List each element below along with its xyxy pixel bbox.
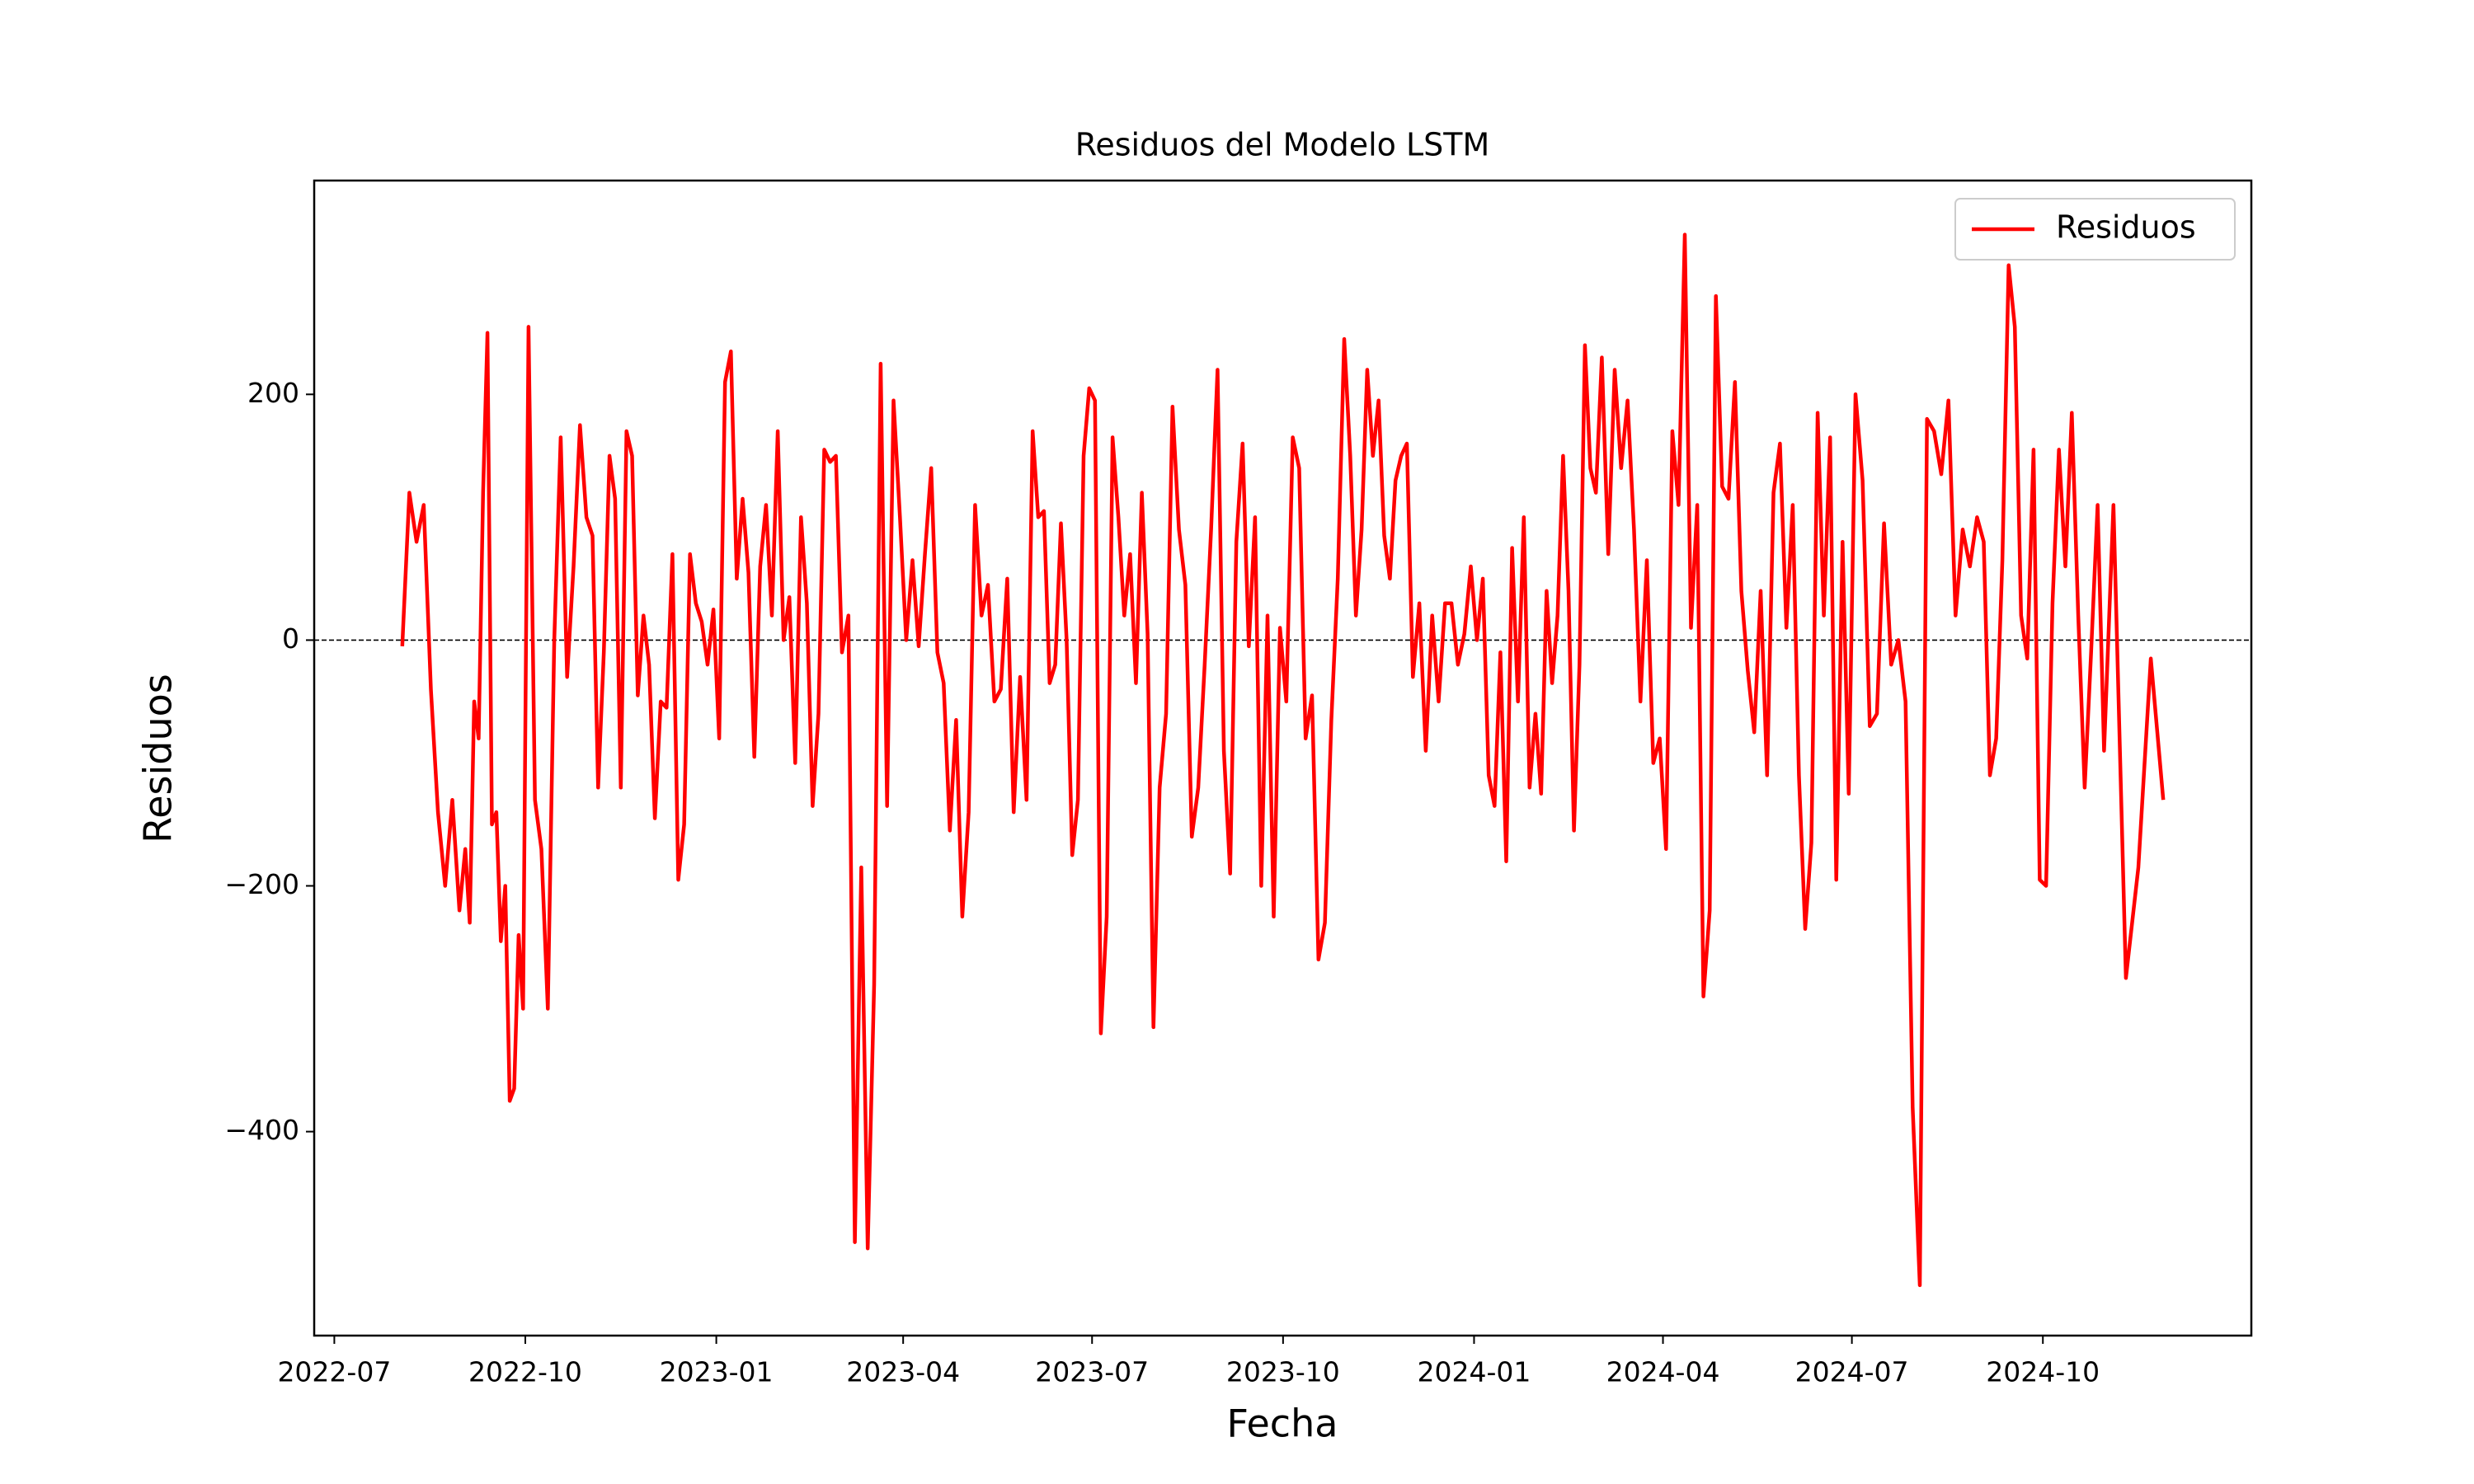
legend-label: Residuos xyxy=(2056,209,2196,246)
y-tick-label: 0 xyxy=(282,622,299,655)
x-tick-label: 2024-01 xyxy=(1418,1356,1531,1388)
x-tick-label: 2023-01 xyxy=(660,1356,774,1388)
x-axis-label: Fecha xyxy=(1227,1402,1338,1446)
x-tick-label: 2023-10 xyxy=(1226,1356,1340,1388)
y-axis-label: Residuos xyxy=(136,674,181,843)
legend-box xyxy=(1954,198,2236,261)
x-tick-label: 2022-10 xyxy=(468,1356,582,1388)
y-tick-label: −200 xyxy=(224,868,299,900)
data-line xyxy=(400,232,2166,1288)
x-tick-label: 2024-07 xyxy=(1795,1356,1909,1388)
x-tick-label: 2022-07 xyxy=(277,1356,391,1388)
x-tick-label: 2024-04 xyxy=(1606,1356,1720,1388)
plot-frame xyxy=(313,179,2253,1337)
x-tick-label: 2023-04 xyxy=(846,1356,960,1388)
chart-title: Residuos del Modelo LSTM xyxy=(1075,127,1490,163)
x-tick-label: 2023-07 xyxy=(1035,1356,1149,1388)
y-tick-label: 200 xyxy=(247,377,299,409)
y-tick-label: −400 xyxy=(224,1114,299,1146)
x-tick-label: 2024-10 xyxy=(1986,1356,2100,1388)
